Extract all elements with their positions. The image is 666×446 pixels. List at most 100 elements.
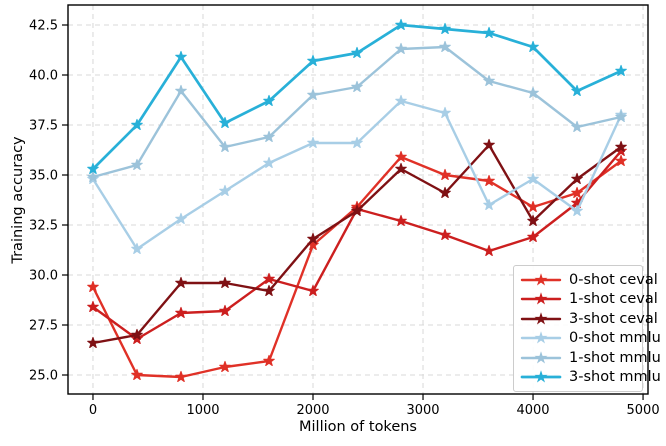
marker-1-shot-mmlu [395,42,407,55]
marker-3-shot-ceval [175,276,187,289]
marker-1-shot-mmlu [307,88,319,101]
x-tick-label: 2000 [296,403,329,418]
plot-border [67,4,649,395]
series-3-shot-mmlu [87,18,627,175]
x-tick-label: 4000 [516,403,549,418]
marker-3-shot-mmlu [219,116,231,129]
marker-1-shot-mmlu [439,40,451,53]
marker-1-shot-mmlu [87,170,99,183]
marker-1-shot-ceval [439,228,451,241]
marker-3-shot-mmlu [527,40,539,53]
legend-label: 3-shot ceval [569,310,658,327]
marker-3-shot-mmlu [615,64,627,77]
tick-labels: 25.0 27.5 30.0 32.5 35.0 37.5 40.0 42.5 0 1000 200… [29,19,660,419]
x-axis-label: Million of tokens [299,419,417,435]
marker-0-shot-ceval [571,186,583,199]
marker-3-shot-mmlu [131,118,143,131]
marker-0-shot-ceval [219,360,231,373]
marker-0-shot-ceval [439,168,451,181]
legend-item-0-shot-mmlu: 0-shot mmlu [520,329,661,349]
marker-3-shot-mmlu [483,26,495,39]
x-tick-label: 1000 [186,403,219,418]
marker-1-shot-ceval [527,230,539,243]
marker-1-shot-mmlu [263,130,275,143]
marker-1-shot-mmlu [527,86,539,99]
legend-star-marker [534,331,548,344]
marker-3-shot-ceval [131,328,143,341]
marker-3-shot-ceval [307,232,319,245]
legend-label: 1-shot ceval [569,291,658,308]
y-tick-label: 42.5 [29,19,58,34]
marker-1-shot-mmlu [175,84,187,97]
x-tick-label: 3000 [406,403,439,418]
legend-star-marker [534,311,548,325]
marker-1-shot-mmlu [351,80,363,93]
marker-3-shot-mmlu [571,84,583,97]
marker-3-shot-mmlu [395,18,407,31]
marker-1-shot-ceval [395,214,407,227]
marker-3-shot-ceval [219,276,231,289]
marker-0-shot-mmlu [351,136,363,149]
marker-0-shot-mmlu [527,172,539,185]
legend-item-1-shot-ceval: 1-shot ceval [520,290,658,310]
legend-star-marker [534,370,548,383]
legend-item-3-shot-mmlu: 3-shot mmlu [520,368,661,388]
marker-3-shot-mmlu [351,46,363,59]
marker-1-shot-ceval [175,306,187,319]
marker-1-shot-mmlu [615,110,627,123]
marker-0-shot-ceval [615,154,627,167]
marker-3-shot-mmlu [439,22,451,35]
series-0-shot-mmlu [87,94,627,255]
y-tick-label: 40.0 [29,69,58,84]
marker-0-shot-mmlu [439,106,451,119]
y-axis-label: Training accuracy [10,136,26,264]
marker-1-shot-mmlu [131,158,143,171]
tick-marks [62,24,644,400]
marker-3-shot-mmlu [87,162,99,175]
marker-0-shot-mmlu [307,136,319,149]
marker-0-shot-ceval [395,150,407,163]
y-tick-label: 27.5 [29,319,58,334]
marker-3-shot-ceval [439,186,451,199]
y-tick-label: 25.0 [29,369,58,384]
legend-item-1-shot-mmlu: 1-shot mmlu [520,348,661,368]
marker-3-shot-ceval [571,172,583,185]
marker-0-shot-mmlu [483,198,495,211]
legend-star-marker [534,292,548,305]
marker-1-shot-ceval [87,300,99,313]
legend: 0-shot ceval 1-shot ceval 3-shot ceval 0-sh… [513,265,661,392]
legend-label: 1-shot mmlu [569,349,661,366]
marker-1-shot-mmlu [483,74,495,87]
x-tick-label: 5000 [627,403,660,418]
series-1-shot-mmlu [87,40,627,183]
legend-label: 0-shot mmlu [569,330,661,347]
marker-3-shot-ceval [87,336,99,349]
series-3-shot-ceval [87,138,627,349]
series-layer [87,18,627,383]
marker-3-shot-mmlu [307,54,319,67]
marker-0-shot-mmlu [175,212,187,225]
x-tick-label: 0 [89,403,97,418]
legend-item-3-shot-ceval: 3-shot ceval [520,309,658,329]
marker-3-shot-mmlu [263,94,275,107]
legend-star-marker [534,272,548,286]
marker-1-shot-ceval [131,332,143,345]
marker-1-shot-ceval [263,272,275,285]
marker-1-shot-ceval [483,244,495,257]
marker-1-shot-ceval [219,304,231,317]
marker-0-shot-ceval [483,174,495,187]
marker-0-shot-mmlu [395,94,407,107]
legend-line-icon [520,292,562,305]
legend-label: 0-shot ceval [569,271,658,288]
legend-label: 3-shot mmlu [569,369,661,386]
marker-3-shot-mmlu [175,50,187,63]
marker-3-shot-ceval [483,138,495,151]
y-tick-label: 30.0 [29,269,58,284]
marker-0-shot-ceval [87,280,99,293]
legend-line-icon [520,331,562,344]
marker-3-shot-ceval [527,214,539,227]
marker-3-shot-ceval [351,204,363,217]
marker-1-shot-mmlu [571,120,583,133]
